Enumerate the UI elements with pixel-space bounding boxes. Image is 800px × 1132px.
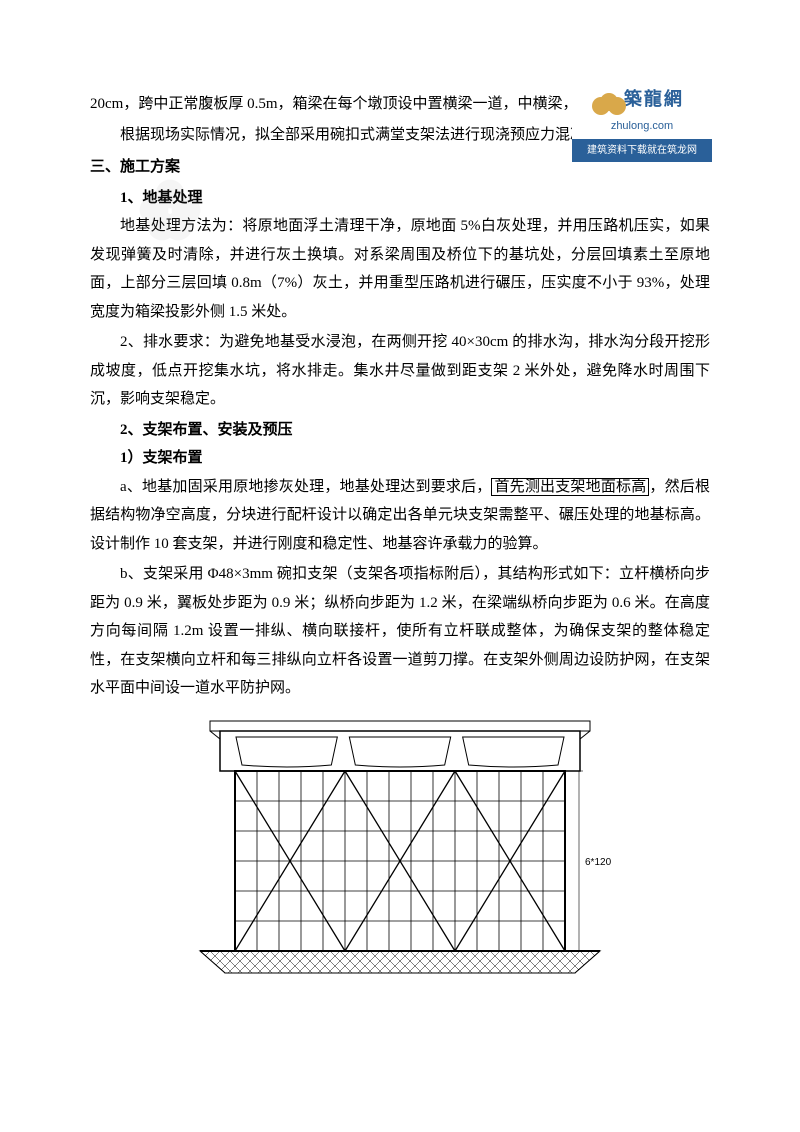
- scaffold-svg: 6*120: [185, 711, 615, 991]
- paragraph-scaffold-b: b、支架采用 Φ48×3mm 碗扣支架（支架各项指标附后），其结构形式如下：立杆…: [90, 560, 710, 703]
- scaffold-diagram: 6*120: [90, 711, 710, 991]
- logo-subtitle: 建筑资料下载就在筑龙网: [572, 139, 712, 162]
- text-5a: a、地基加固采用原地掺灰处理，地基处理达到要求后，: [120, 479, 491, 495]
- logo-title: 築龍網: [572, 82, 712, 116]
- heading-scaffold-layout: 1）支架布置: [90, 444, 710, 473]
- paragraph-foundation-1: 地基处理方法为：将原地面浮土清理干净，原地面 5%白灰处理，并用压路机压实，如果…: [90, 212, 710, 326]
- boxed-text: 首先测出支架地面标高: [491, 478, 649, 496]
- logo-url: zhulong.com: [572, 116, 712, 137]
- paragraph-drainage: 2、排水要求：为避免地基受水浸泡，在两侧开挖 40×30cm 的排水沟，排水沟分…: [90, 328, 710, 414]
- site-logo: 築龍網 zhulong.com 建筑资料下载就在筑龙网: [572, 82, 712, 162]
- heading-foundation: 1、地基处理: [90, 184, 710, 213]
- heading-scaffold: 2、支架布置、安装及预压: [90, 416, 710, 445]
- svg-text:6*120: 6*120: [585, 857, 612, 868]
- paragraph-scaffold-a: a、地基加固采用原地掺灰处理，地基处理达到要求后，首先测出支架地面标高，然后根据…: [90, 473, 710, 559]
- flower-icon: [600, 93, 618, 111]
- logo-text: 築龍網: [624, 89, 684, 109]
